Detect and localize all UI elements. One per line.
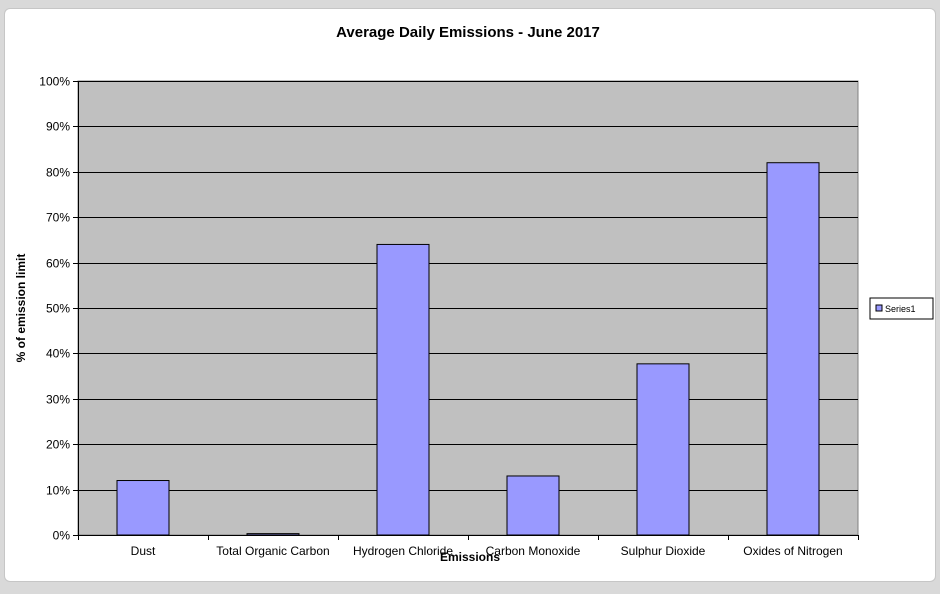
legend-series-label: Series1	[885, 304, 916, 314]
y-tick-label: 20%	[46, 438, 70, 452]
y-tick-label: 80%	[46, 166, 70, 180]
legend: Series1	[869, 297, 934, 320]
y-tick-label: 50%	[46, 302, 70, 316]
legend-swatch	[875, 304, 883, 312]
x-tick-label: Total Organic Carbon	[216, 544, 329, 558]
legend-box	[869, 297, 934, 320]
x-tick-label: Dust	[131, 544, 156, 558]
plot-area: 0% 10% 20% 30% 40% 50% 60% 70% 80% 90% 100% Dust Tot…	[39, 75, 859, 558]
chart-title: Average Daily Emissions - June 2017	[336, 24, 600, 41]
bar	[636, 363, 690, 536]
x-tick-label: Carbon Monoxide	[486, 544, 581, 558]
y-tick-label: 90%	[46, 120, 70, 134]
y-tick-label: 60%	[46, 257, 70, 271]
y-tick-label: 100%	[39, 75, 70, 89]
x-tick-label: Hydrogen Chloride	[353, 544, 453, 558]
bar	[116, 480, 170, 536]
bar	[376, 243, 430, 536]
y-tick-label: 30%	[46, 393, 70, 407]
y-tick-label: 10%	[46, 484, 70, 498]
bar	[246, 533, 300, 536]
y-tick-label: 40%	[46, 347, 70, 361]
x-axis-label: Emissions	[440, 550, 500, 564]
x-tick-label: Sulphur Dioxide	[621, 544, 706, 558]
y-tick-label: 0%	[53, 529, 71, 543]
bar	[766, 162, 820, 536]
y-tick-label: 70%	[46, 211, 70, 225]
bar	[506, 475, 560, 536]
y-axis-label: % of emission limit	[14, 254, 28, 363]
x-tick-label: Oxides of Nitrogen	[743, 544, 842, 558]
